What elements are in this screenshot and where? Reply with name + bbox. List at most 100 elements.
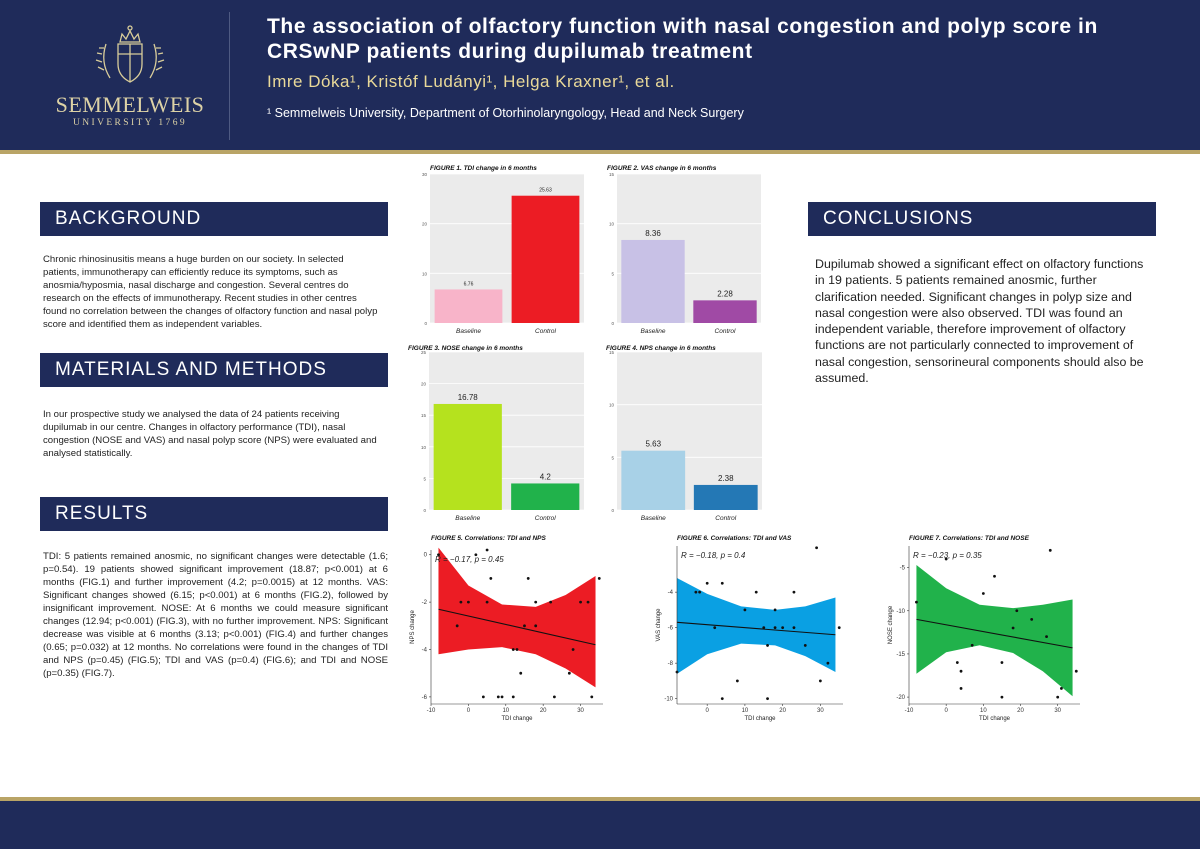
fig5-x-tick-label: -10 [427, 708, 436, 714]
fig7-y-axis-label: NOSE change [888, 605, 894, 644]
fig7-x-tick-label: 30 [1054, 708, 1061, 714]
fig1-chart: FIGURE 1. TDI change in 6 months 0 10 20 30 6… [422, 165, 584, 335]
fig7-point [981, 592, 985, 595]
fig6-y-tick-label: -6 [668, 626, 674, 632]
fig5-point [511, 695, 515, 699]
fig6-title: FIGURE 6. Correlations: TDI and VAS [677, 535, 792, 542]
fig4-title: FIGURE 4. NPS change in 6 months [606, 345, 716, 352]
footer-gold-line [0, 797, 1200, 801]
university-logo: SEMMELWEIS UNIVERSITY 1769 [40, 22, 220, 132]
methods-heading: MATERIALS AND METHODS [40, 353, 388, 387]
fig6-point [818, 679, 822, 683]
fig4-ytick-label: 10 [609, 403, 615, 408]
fig2-title: FIGURE 2. VAS change in 6 months [607, 165, 717, 172]
fig1-bar-baseline [434, 289, 503, 323]
fig5-confidence-band [438, 547, 596, 688]
fig5-point [590, 695, 594, 699]
fig2-ytick-label: 0 [611, 321, 614, 326]
fig5-y-tick-label: -6 [422, 695, 428, 701]
fig7-point [1015, 609, 1019, 613]
fig1-data-label: 25.63 [539, 188, 552, 194]
fig7-point [959, 687, 963, 690]
results-text: TDI: 5 patients remained anosmic, no sig… [43, 551, 388, 679]
fig4-data-label: 5.63 [645, 440, 661, 449]
fig3-title: FIGURE 3. NOSE change in 6 months [408, 345, 523, 352]
fig2-bar-baseline [621, 239, 685, 323]
fig3-ytick-label: 15 [421, 413, 427, 418]
fig6-point [803, 644, 807, 647]
fig5-point [534, 624, 538, 628]
poster-header: SEMMELWEIS UNIVERSITY 1769 The associati… [0, 0, 1200, 150]
affiliation: ¹ Semmelweis University, Department of O… [267, 106, 744, 120]
fig7-point [1030, 617, 1034, 621]
title-line-1: The association of olfactory function wi… [267, 15, 1098, 38]
authors: Imre Dóka¹, Kristóf Ludányi¹, Helga Krax… [267, 72, 675, 91]
fig5-point [455, 624, 459, 628]
fig6-point [766, 697, 769, 701]
fig6-point [781, 626, 785, 630]
fig6-correlation-annotation: R = −0.18, p = 0.4 [681, 551, 746, 560]
fig7-correlation-annotation: R = −0.23, p = 0.35 [913, 551, 982, 560]
fig7-x-tick-label: 0 [945, 708, 949, 714]
fig2-ytick-label: 10 [609, 222, 615, 227]
title-line-2: CRSwNP patients during dupilumab treatme… [267, 40, 753, 63]
fig2-category-label: Baseline [641, 328, 666, 335]
fig7-y-tick-label: -20 [896, 695, 905, 701]
fig5-point [466, 600, 470, 604]
fig5-title: FIGURE 5. Correlations: TDI and NPS [431, 535, 547, 542]
fig4-bar-baseline [621, 450, 686, 510]
fig7-y-tick-label: -15 [896, 652, 905, 658]
fig5-point [549, 600, 553, 604]
fig2-chart: FIGURE 2. VAS change in 6 months 0 5 10 15 8.… [607, 165, 761, 335]
fig6-point [792, 626, 796, 630]
fig6-chart: FIGURE 6. Correlations: TDI and VAS 0 10 20… [656, 535, 843, 722]
fig4-ytick-label: 0 [611, 508, 614, 513]
fig4-category-label: Baseline [641, 515, 666, 522]
fig5-point [519, 671, 523, 675]
fig6-fit-line [676, 621, 836, 636]
fig3-ytick-label: 5 [423, 476, 426, 481]
fig5-point [526, 577, 530, 580]
fig5-x-tick-label: 30 [577, 708, 584, 714]
fig5-point [597, 577, 601, 580]
fig7-x-tick-label: 10 [980, 708, 987, 714]
fig2-bar-control [693, 300, 757, 323]
fig6-point [735, 679, 739, 683]
fig3-data-label: 16.78 [458, 393, 479, 402]
fig5-point [485, 600, 489, 604]
fig1-title: FIGURE 1. TDI change in 6 months [430, 165, 537, 172]
fig5-y-tick-label: -2 [422, 600, 428, 606]
fig4-category-label: Control [715, 515, 737, 522]
fig6-x-tick-label: 0 [706, 708, 710, 714]
fig6-x-tick-label: 20 [779, 708, 786, 714]
fig5-y-tick-label: -4 [422, 648, 428, 654]
fig5-point [523, 624, 526, 628]
fig6-point [713, 626, 717, 630]
fig5-point [567, 671, 571, 675]
fig6-y-tick-label: -8 [668, 661, 674, 667]
fig5-point [485, 548, 489, 552]
fig5-point [459, 600, 463, 604]
poster-title: The association of olfactory function wi… [267, 14, 1167, 64]
fig5-chart: FIGURE 5. Correlations: TDI and NPS -10 0 1… [410, 535, 603, 722]
fig5-point [579, 600, 582, 604]
fig1-ytick-label: 30 [422, 172, 428, 177]
fig3-bar-baseline [433, 403, 502, 510]
fig7-chart: FIGURE 7. Correlations: TDI and NOSE -10 0… [888, 535, 1080, 722]
fig5-x-tick-label: 10 [502, 708, 509, 714]
fig5-y-axis-label: NPS change [410, 610, 416, 644]
fig6-point [720, 697, 724, 701]
fig7-point [993, 574, 996, 578]
poster-footer [0, 801, 1200, 849]
fig5-point [515, 648, 519, 651]
fig6-point [705, 581, 709, 585]
fig5-point [474, 553, 478, 557]
fig6-x-tick-label: 10 [742, 708, 749, 714]
fig5-y-tick-label: 0 [424, 553, 428, 559]
fig1-ytick-label: 10 [422, 271, 428, 276]
fig6-point [766, 644, 769, 647]
fig7-point [1011, 626, 1015, 630]
fig7-point [959, 669, 963, 673]
fig7-point [1048, 548, 1052, 552]
fig7-point [1000, 661, 1004, 664]
